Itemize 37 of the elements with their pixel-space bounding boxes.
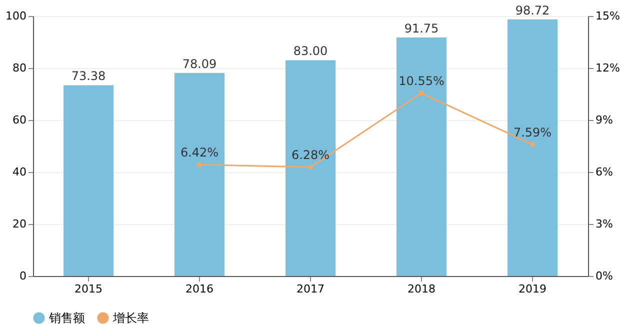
y2-tick-label: 9% <box>596 114 613 126</box>
y-tick-label: 60 <box>12 114 26 126</box>
point <box>197 162 202 168</box>
data-label: 83.00 <box>293 44 328 58</box>
legend-label: 增长率 <box>112 311 149 325</box>
data-label: 6.42% <box>180 146 219 160</box>
x-tick-label: 2019 <box>518 282 546 296</box>
y2-tick-label: 0% <box>596 270 613 282</box>
x-tick-label: 2017 <box>296 282 324 296</box>
point <box>419 90 424 96</box>
x-tick-label: 2016 <box>186 282 214 296</box>
y2-tick-label: 6% <box>596 166 613 178</box>
bar <box>508 19 558 276</box>
data-label: 6.28% <box>291 148 330 162</box>
data-label: 10.55% <box>398 74 444 88</box>
x-tick-label: 2018 <box>408 282 436 296</box>
data-label: 73.38 <box>71 69 106 84</box>
data-label: 91.75 <box>404 21 439 36</box>
y2-tick-label: 3% <box>596 218 613 230</box>
legend-label: 销售额 <box>48 311 85 325</box>
y-tick-label: 100 <box>6 10 26 22</box>
y-tick-label: 40 <box>12 166 26 178</box>
y-tick-label: 0 <box>20 270 26 282</box>
y-tick-label: 80 <box>12 62 26 74</box>
point <box>530 142 535 147</box>
data-label: 98.72 <box>515 3 550 18</box>
data-label: 7.59% <box>513 125 552 140</box>
bar <box>64 85 114 276</box>
point <box>308 164 313 170</box>
bar <box>286 60 336 276</box>
data-label: 78.09 <box>182 56 217 71</box>
y-tick-label: 20 <box>12 218 26 230</box>
y2-tick-label: 12% <box>596 62 620 74</box>
y2-tick-label: 15% <box>596 10 620 22</box>
x-tick-label: 2015 <box>74 282 102 296</box>
bar <box>396 37 446 276</box>
bar <box>174 72 224 276</box>
